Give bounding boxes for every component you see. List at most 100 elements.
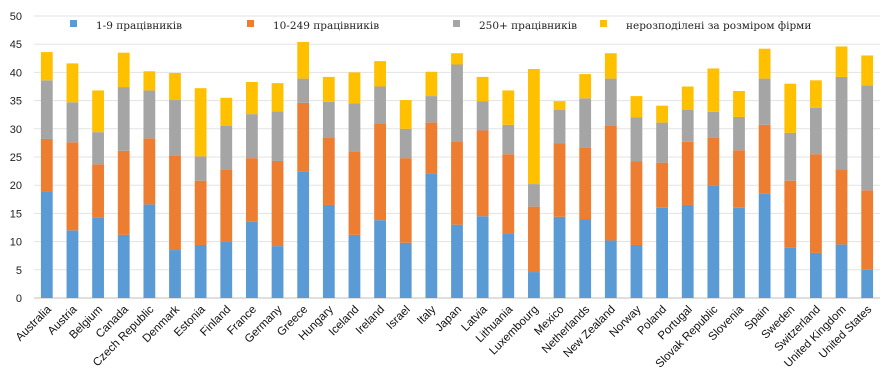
- x-tick-label: Ireland: [354, 304, 387, 337]
- bar-segment: [194, 180, 207, 245]
- bar-segment: [399, 128, 412, 159]
- legend-swatch: [600, 20, 607, 27]
- bar-segment: [322, 204, 335, 298]
- bar-segment: [553, 109, 566, 144]
- bar-segment: [502, 90, 515, 125]
- bar-segment: [579, 147, 592, 220]
- bar-segment: [297, 171, 310, 298]
- bar-segment: [784, 180, 797, 248]
- bar-segment: [502, 124, 515, 155]
- bar-segment: [143, 204, 156, 298]
- bar-segment: [707, 137, 720, 186]
- bar-segment: [92, 132, 104, 165]
- bar-segment: [656, 105, 668, 123]
- bar-segment: [374, 86, 386, 124]
- bar-segment: [40, 138, 53, 192]
- bar-segment: [425, 96, 438, 123]
- bar-segment: [220, 241, 233, 298]
- bar-segment: [784, 132, 797, 181]
- bar-segment: [322, 101, 335, 138]
- bar-segment: [451, 64, 463, 142]
- bar-segment: [656, 207, 668, 298]
- bar-segment: [220, 169, 233, 242]
- bar-segment: [579, 98, 592, 148]
- bar-segment: [399, 242, 412, 298]
- bar-segment: [758, 124, 771, 194]
- bar-segment: [502, 154, 515, 234]
- y-tick-label: 20: [10, 180, 22, 192]
- bar-segment: [92, 217, 104, 298]
- bar-segment: [630, 117, 643, 162]
- bar-segment: [194, 88, 207, 157]
- bar-segment: [861, 85, 874, 191]
- bar-segment: [656, 162, 668, 208]
- bar-segment: [810, 80, 822, 108]
- bar-segment: [117, 87, 130, 151]
- bar-segment: [348, 234, 361, 298]
- x-tick-label: Australia: [14, 303, 55, 344]
- bar-segment: [476, 216, 489, 298]
- bar-segment: [630, 161, 643, 245]
- y-tick-label: 15: [10, 208, 22, 220]
- bar-segment: [835, 46, 848, 77]
- legend: 1-9 працівників 10-249 працівників 250+ пр…: [70, 20, 811, 32]
- bar-segment: [681, 204, 694, 298]
- bar-segment: [733, 116, 745, 151]
- bars: [40, 41, 874, 298]
- bar-segment: [374, 220, 386, 298]
- bar-segment: [707, 68, 720, 112]
- bar-segment: [117, 150, 130, 235]
- bar-segment: [579, 74, 592, 99]
- bar-segment: [348, 151, 361, 235]
- bar-segment: [758, 193, 771, 298]
- bar-segment: [604, 53, 617, 79]
- y-tick-label: 35: [10, 96, 22, 108]
- bar-segment: [425, 71, 438, 97]
- bar-segment: [246, 114, 258, 159]
- bar-segment: [630, 244, 643, 298]
- bar-segment: [835, 76, 848, 170]
- bar-segment: [553, 143, 566, 217]
- bar-segment: [143, 138, 156, 205]
- bar-segment: [476, 76, 489, 102]
- x-tick-label: Japan: [433, 304, 464, 335]
- bar-segment: [835, 169, 848, 245]
- bar-segment: [784, 83, 797, 133]
- bar-segment: [733, 91, 745, 117]
- x-tick-label: Israel: [384, 304, 412, 332]
- bar-segment: [117, 234, 130, 298]
- bar-segment: [528, 206, 540, 273]
- bar-segment: [40, 191, 53, 298]
- bar-segment: [169, 100, 181, 156]
- bar-segment: [861, 55, 874, 86]
- bar-segment: [297, 41, 310, 79]
- bar-segment: [399, 158, 412, 243]
- bar-segment: [681, 86, 694, 110]
- bar-segment: [220, 97, 233, 126]
- bar-segment: [707, 111, 720, 138]
- bar-segment: [399, 100, 412, 129]
- legend-label: 10-249 працівників: [273, 20, 379, 32]
- bar-segment: [271, 111, 284, 161]
- bar-segment: [604, 78, 617, 126]
- bar-segment: [528, 69, 540, 185]
- bar-segment: [810, 154, 822, 253]
- bar-segment: [451, 53, 463, 65]
- bar-segment: [502, 233, 515, 298]
- bar-segment: [861, 269, 874, 298]
- bar-segment: [297, 102, 310, 172]
- legend-label: 250+ працівників: [479, 20, 577, 32]
- bar-segment: [810, 107, 822, 155]
- bar-segment: [476, 130, 489, 217]
- bar-segment: [604, 240, 617, 298]
- bar-segment: [169, 72, 181, 101]
- legend-label: нерозподілені за розміром фірми: [626, 20, 811, 32]
- bar-segment: [66, 142, 79, 231]
- bar-segment: [66, 102, 79, 143]
- y-tick-label: 10: [10, 237, 22, 249]
- legend-swatch: [70, 20, 77, 27]
- bar-segment: [630, 96, 643, 118]
- bar-segment: [374, 123, 386, 221]
- bar-segment: [758, 48, 771, 79]
